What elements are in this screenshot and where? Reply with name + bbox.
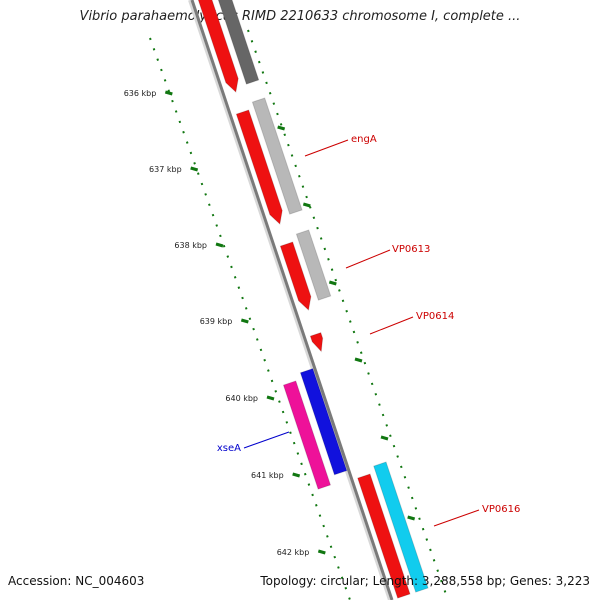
tick-mark (266, 395, 275, 401)
tick-label: 642 kbp (277, 548, 310, 557)
gene-block (197, 0, 239, 94)
tick-label: 637 kbp (149, 165, 182, 174)
gene-block (299, 367, 348, 476)
scale-dots-inner (149, 37, 351, 600)
accession-text: Accession: NC_004603 (8, 574, 145, 588)
tick-label: 638 kbp (174, 241, 207, 250)
scale-dots-outer (247, 29, 449, 600)
gene-block (295, 229, 332, 301)
tick-mark (354, 357, 363, 363)
tick-mark (380, 435, 389, 441)
label-leader-line (243, 431, 290, 449)
gene-block (282, 380, 332, 490)
tick-mark (190, 166, 199, 172)
map-title: Vibrio parahaemolyticus RIMD 2210633 chr… (79, 9, 521, 24)
gene-label: engA (351, 134, 377, 145)
tick-label: 636 kbp (124, 89, 157, 98)
tick-mark (277, 125, 286, 131)
tick-label: 640 kbp (225, 394, 258, 403)
label-leader-line (433, 509, 480, 527)
tick-mark (407, 515, 416, 521)
chromosome-backbone (188, 0, 394, 600)
topology-text: Topology: circular; Length: 3,288,558 bp… (260, 574, 590, 588)
tick-mark (240, 318, 249, 324)
gene-block (251, 97, 303, 215)
tick-label: 641 kbp (251, 471, 284, 480)
gene-block (235, 109, 283, 226)
gene-block (279, 241, 312, 312)
tick-mark (317, 549, 326, 555)
gene-block (309, 331, 324, 353)
tick-mark (328, 280, 337, 286)
tick-mark (215, 242, 224, 248)
label-leader-line (304, 139, 349, 157)
gene-label: VP0613 (392, 244, 430, 255)
label-leader-line (345, 249, 391, 269)
scale-track (149, 29, 449, 600)
gene-label: xseA (217, 443, 241, 454)
tick-mark (292, 472, 301, 478)
label-leader-line (369, 316, 414, 335)
tick-label: 639 kbp (200, 317, 233, 326)
gene-block (357, 473, 411, 599)
gene-label: VP0616 (482, 504, 520, 515)
gene-block (217, 0, 260, 85)
tick-mark (164, 90, 173, 96)
gene-label: VP0614 (416, 311, 454, 322)
tick-mark (302, 202, 311, 208)
gene-block (373, 461, 429, 593)
